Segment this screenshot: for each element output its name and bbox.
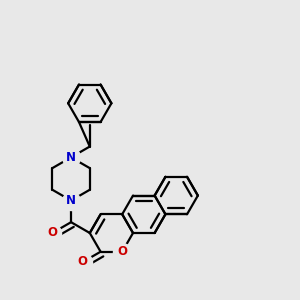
Text: N: N [66,151,76,164]
Text: N: N [66,194,76,207]
Text: O: O [117,245,127,258]
Text: O: O [78,256,88,268]
Text: O: O [47,226,57,239]
